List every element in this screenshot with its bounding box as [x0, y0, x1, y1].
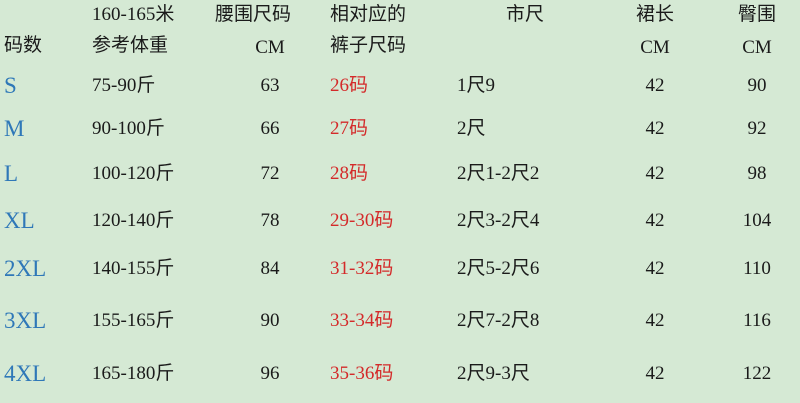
cell-waist: 84 [260, 258, 280, 279]
header-hip-line2: CM [742, 37, 772, 58]
cell-hip: 122 [742, 363, 772, 384]
cell-waist: 72 [260, 163, 280, 184]
cell-length: 42 [645, 163, 665, 184]
cell-size: S [4, 73, 17, 98]
cell-hip: 92 [747, 118, 767, 139]
header-shichi: 市尺 [505, 4, 545, 25]
cell-pants: 33-34码 [330, 310, 394, 331]
cell-weight: 155-165斤 [92, 310, 175, 331]
header-length-line2: CM [640, 37, 670, 58]
cell-pants: 29-30码 [330, 210, 394, 231]
header-pants-line1: 相对应的 [330, 4, 407, 25]
header-weight-line2: 参考体重 [92, 35, 169, 56]
cell-pants: 27码 [330, 118, 369, 139]
cell-hip: 104 [742, 210, 772, 231]
cell-shichi: 2尺7-2尺8 [457, 310, 540, 331]
cell-size: 3XL [4, 308, 47, 333]
cell-length: 42 [645, 363, 665, 384]
cell-hip: 116 [743, 310, 771, 331]
header-size: 码数 [4, 35, 43, 56]
cell-pants: 28码 [330, 163, 369, 184]
cell-shichi: 2尺5-2尺6 [457, 258, 540, 279]
cell-size: L [4, 161, 19, 186]
cell-length: 42 [645, 210, 665, 231]
header-length-line1: 裙长 [635, 4, 675, 25]
header-waist-line1: 腰围尺码 [215, 4, 292, 25]
cell-shichi: 2尺 [457, 118, 486, 139]
cell-hip: 98 [747, 163, 767, 184]
cell-weight: 140-155斤 [92, 258, 175, 279]
header-hip-line1: 臀围 [737, 4, 777, 25]
cell-hip: 90 [747, 75, 767, 96]
cell-length: 42 [645, 75, 665, 96]
cell-shichi: 2尺9-3尺 [457, 363, 530, 384]
cell-size: 4XL [4, 361, 47, 386]
header-pants-line2: 裤子尺码 [330, 35, 407, 56]
cell-hip: 110 [743, 258, 771, 279]
cell-size: XL [4, 208, 35, 233]
cell-weight: 165-180斤 [92, 363, 175, 384]
cell-waist: 78 [260, 210, 280, 231]
cell-shichi: 2尺1-2尺2 [457, 163, 540, 184]
cell-length: 42 [645, 118, 665, 139]
cell-pants: 26码 [330, 75, 369, 96]
cell-size: 2XL [4, 256, 47, 281]
cell-weight: 90-100斤 [92, 118, 165, 139]
cell-weight: 100-120斤 [92, 163, 175, 184]
header-weight-line1: 160-165米 [92, 4, 175, 25]
cell-length: 42 [645, 310, 665, 331]
cell-weight: 75-90斤 [92, 75, 156, 96]
cell-length: 42 [645, 258, 665, 279]
cell-weight: 120-140斤 [92, 210, 175, 231]
cell-waist: 66 [260, 118, 280, 139]
cell-pants: 35-36码 [330, 363, 394, 384]
cell-shichi: 1尺9 [457, 75, 496, 96]
cell-waist: 96 [260, 363, 280, 384]
header-waist-line2: CM [255, 37, 285, 58]
cell-size: M [4, 116, 25, 141]
cell-waist: 90 [260, 310, 280, 331]
cell-shichi: 2尺3-2尺4 [457, 210, 540, 231]
cell-waist: 63 [260, 75, 280, 96]
cell-pants: 31-32码 [330, 258, 394, 279]
